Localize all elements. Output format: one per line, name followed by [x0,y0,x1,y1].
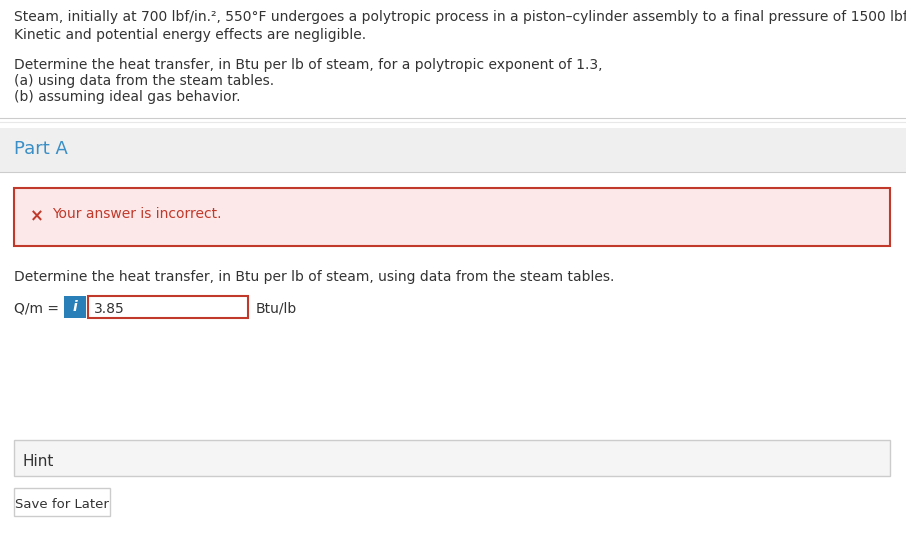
Text: (b) assuming ideal gas behavior.: (b) assuming ideal gas behavior. [14,90,240,104]
Text: Btu/lb: Btu/lb [256,302,297,316]
FancyBboxPatch shape [64,296,86,318]
Text: 3.85: 3.85 [94,302,125,316]
FancyBboxPatch shape [14,188,890,246]
Text: Q/m =: Q/m = [14,302,59,316]
Text: Determine the heat transfer, in Btu per lb of steam, for a polytropic exponent o: Determine the heat transfer, in Btu per … [14,58,602,72]
Text: Kinetic and potential energy effects are negligible.: Kinetic and potential energy effects are… [14,28,366,42]
Text: Hint: Hint [22,454,53,469]
Text: ×: × [30,207,43,225]
Text: Determine the heat transfer, in Btu per lb of steam, using data from the steam t: Determine the heat transfer, in Btu per … [14,270,614,284]
Text: (a) using data from the steam tables.: (a) using data from the steam tables. [14,74,275,88]
Text: i: i [72,300,77,314]
Text: Save for Later: Save for Later [15,498,109,511]
FancyBboxPatch shape [0,128,906,172]
FancyBboxPatch shape [88,296,248,318]
FancyBboxPatch shape [14,440,890,476]
Text: Part A: Part A [14,140,68,158]
Text: Steam, initially at 700 lbf/in.², 550°F undergoes a polytropic process in a pist: Steam, initially at 700 lbf/in.², 550°F … [14,10,906,24]
FancyBboxPatch shape [14,488,110,516]
Text: Your answer is incorrect.: Your answer is incorrect. [52,207,221,221]
